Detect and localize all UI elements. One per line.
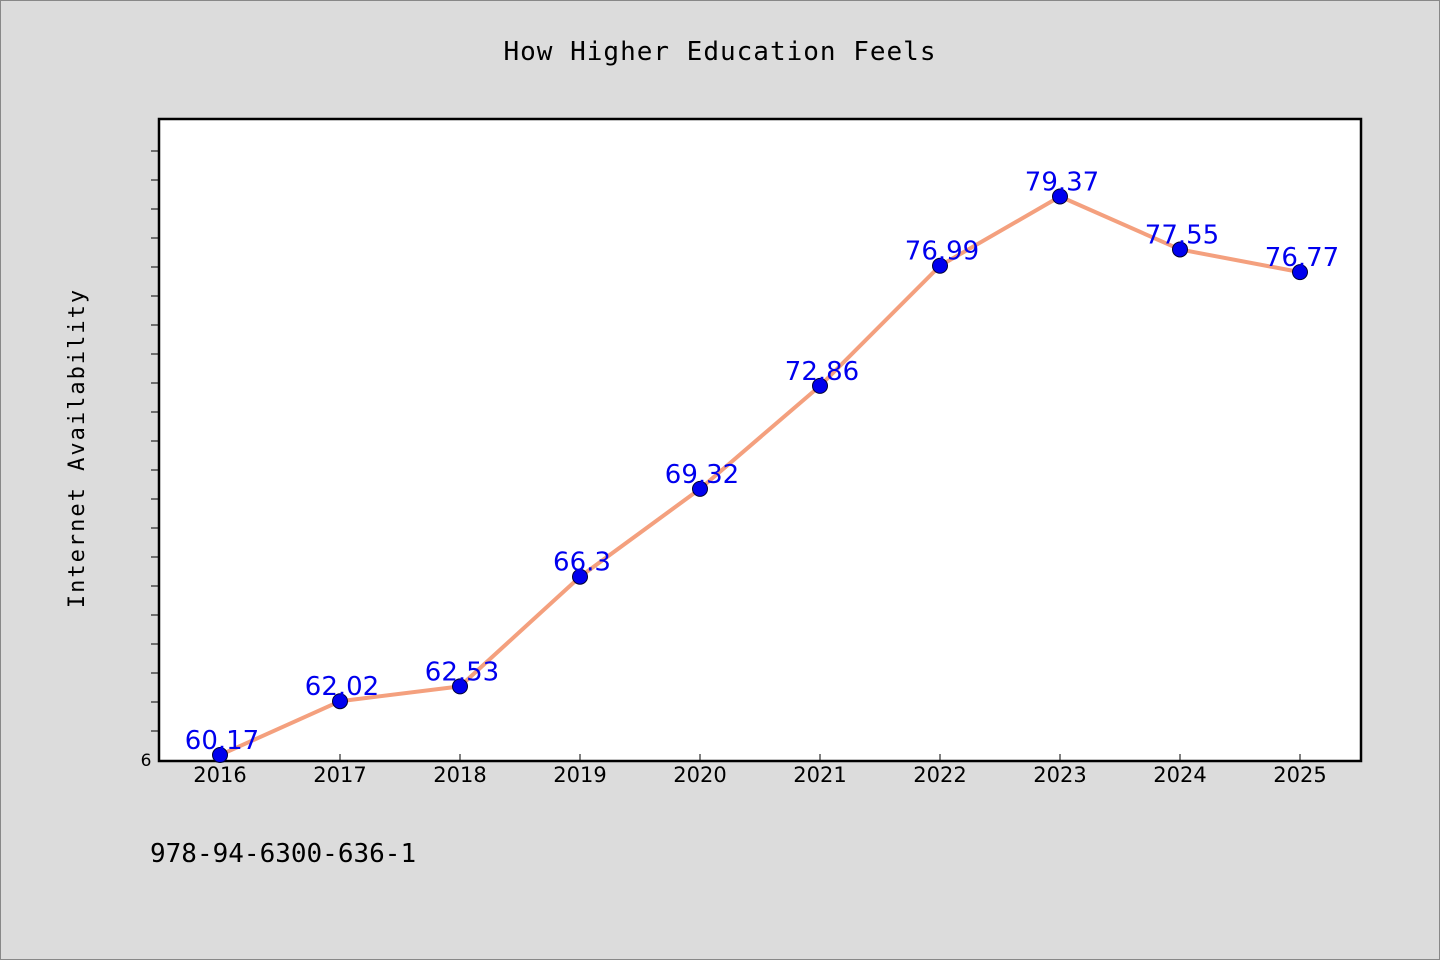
data-point <box>452 678 468 695</box>
y-tick-label: 6 <box>141 751 152 771</box>
data-point <box>932 257 948 274</box>
data-point <box>1172 241 1188 258</box>
data-label: 77.55 <box>1145 220 1219 250</box>
data-label: 76.99 <box>905 237 979 267</box>
data-label: 76.77 <box>1265 243 1339 273</box>
data-point <box>1292 264 1308 281</box>
data-label: 69.32 <box>665 460 739 490</box>
data-point <box>212 747 228 764</box>
data-label: 66.3 <box>553 548 611 578</box>
chart-title: How Higher Education Feels <box>504 37 937 67</box>
x-tick-label: 2019 <box>553 763 606 787</box>
x-tick-label: 2022 <box>913 763 966 787</box>
isbn-footer: 978-94-6300-636-1 <box>150 839 416 869</box>
data-point <box>1052 188 1068 205</box>
x-tick-label: 2021 <box>793 763 846 787</box>
data-label: 72.86 <box>785 357 859 387</box>
y-axis-ticks <box>151 150 160 732</box>
x-tick-label: 2025 <box>1273 763 1326 787</box>
y-axis-label: Internet Availability <box>65 288 90 608</box>
data-point <box>572 568 588 585</box>
x-tick-label: 2023 <box>1033 763 1086 787</box>
data-label: 79.37 <box>1025 168 1099 198</box>
x-tick-label: 2020 <box>673 763 726 787</box>
x-tick-label: 2016 <box>193 763 246 787</box>
series-line <box>219 194 1301 757</box>
data-point <box>692 480 708 497</box>
data-label: 60.17 <box>185 726 259 756</box>
x-tick-label: 2017 <box>313 763 366 787</box>
data-labels: 60.17 62.02 62.53 66.3 69.32 72.86 76.99 79.37 7… <box>185 168 1339 757</box>
x-tick-label: 2018 <box>433 763 486 787</box>
x-tick-label: 2024 <box>1153 763 1206 787</box>
data-point <box>812 377 828 394</box>
data-label: 62.53 <box>425 657 499 687</box>
series-markers <box>212 188 1308 764</box>
data-point <box>332 693 348 710</box>
x-axis-ticks: 2016 2017 2018 2019 2020 2021 2022 2023 2024 2025 <box>193 754 1327 787</box>
data-label: 62.02 <box>305 672 379 702</box>
